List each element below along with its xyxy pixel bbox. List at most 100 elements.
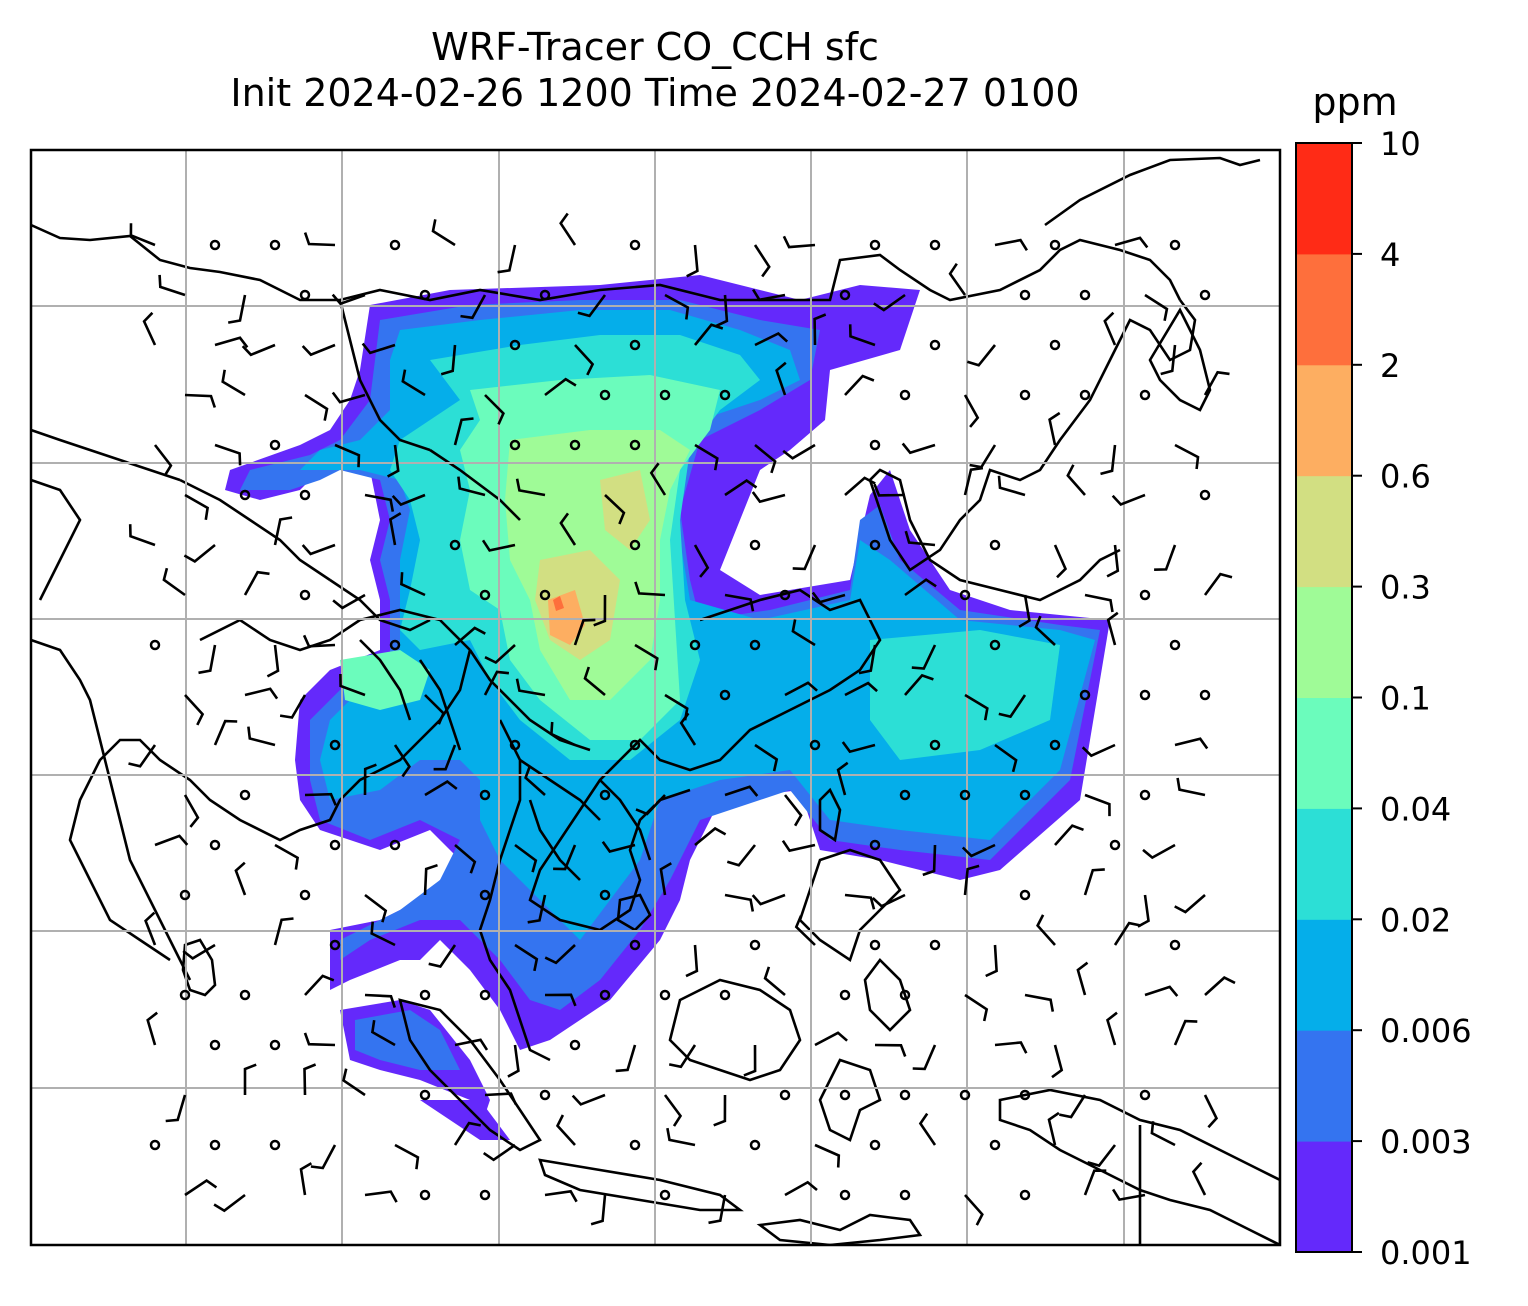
calm-wind-circle xyxy=(1109,839,1121,851)
wind-barb xyxy=(1203,370,1230,396)
colorbar-swatch xyxy=(1296,253,1352,366)
coastline-sulawesi xyxy=(818,1058,882,1142)
wind-barb xyxy=(754,443,777,474)
calm-wind-circle xyxy=(1079,689,1091,701)
wind-barb xyxy=(792,544,817,571)
calm-wind-circle xyxy=(629,439,641,451)
wind-barb xyxy=(814,1143,841,1168)
wind-barb xyxy=(154,834,189,847)
wind-barb xyxy=(184,1179,218,1197)
calm-wind-circle xyxy=(509,739,521,751)
wind-barb xyxy=(370,921,396,947)
calm-wind-circle xyxy=(239,989,251,1001)
wind-barb xyxy=(303,232,336,247)
wind-barb xyxy=(693,323,724,346)
wind-barb xyxy=(1083,1169,1107,1196)
calm-wind-circle xyxy=(329,839,341,851)
coastline-east-asia xyxy=(1044,156,1261,227)
calm-wind-circle xyxy=(599,989,611,1001)
wind-barb xyxy=(904,578,937,597)
wind-barb xyxy=(364,493,395,512)
wind-barb xyxy=(813,313,827,346)
calm-wind-circle xyxy=(659,1189,671,1201)
coastline-taiwan xyxy=(818,787,842,843)
calm-wind-circle xyxy=(1199,689,1211,701)
calm-wind-circle xyxy=(599,389,611,401)
wind-barb xyxy=(1191,1161,1207,1196)
coastline-india-west xyxy=(31,638,192,981)
calm-wind-circle xyxy=(629,1139,641,1151)
wind-barb xyxy=(364,993,397,1009)
colorbar-tick-label: 0.1 xyxy=(1380,680,1431,718)
wind-barb xyxy=(454,844,477,874)
wind-barb xyxy=(214,443,242,466)
wind-barb xyxy=(668,1044,697,1069)
calm-wind-circle xyxy=(869,539,881,551)
wind-barb xyxy=(922,844,937,877)
calm-wind-circle xyxy=(779,589,791,601)
wind-barb xyxy=(601,840,636,853)
calm-wind-circle xyxy=(599,889,611,901)
calm-wind-circle xyxy=(839,1089,851,1101)
calm-wind-circle xyxy=(329,739,341,751)
calm-wind-circle xyxy=(869,839,881,851)
wind-barb xyxy=(784,1180,818,1197)
wind-barb xyxy=(184,393,217,408)
wind-barb xyxy=(424,780,458,797)
wind-barb xyxy=(331,391,366,404)
wind-barb xyxy=(743,1044,757,1077)
wind-barb xyxy=(1150,1121,1176,1147)
colorbar-tick-label: 0.003 xyxy=(1380,1123,1472,1161)
colorbar-swatch xyxy=(1296,475,1352,588)
wind-barb xyxy=(1173,1019,1198,1046)
wind-barb xyxy=(553,844,577,871)
calm-wind-circle xyxy=(1049,239,1061,251)
calm-wind-circle xyxy=(149,1139,161,1151)
wind-barb xyxy=(635,794,666,816)
wind-barb xyxy=(1084,593,1114,613)
wind-barb xyxy=(302,634,336,648)
wind-barb xyxy=(634,581,666,597)
wind-barb xyxy=(129,223,156,247)
calm-wind-circle xyxy=(389,839,401,851)
wind-barb xyxy=(304,792,337,806)
colorbar-tick-label: 0.6 xyxy=(1380,458,1431,496)
wind-barb xyxy=(874,1043,907,1057)
calm-wind-circle xyxy=(1079,289,1091,301)
wind-barb xyxy=(391,493,426,507)
coastline-india-north xyxy=(199,608,471,652)
colorbar-unit: ppm xyxy=(1312,80,1398,124)
calm-wind-circle xyxy=(989,1139,1001,1151)
wind-barb xyxy=(844,476,876,496)
calm-wind-circle xyxy=(1079,389,1091,401)
calm-wind-circle xyxy=(929,739,941,751)
wind-barb xyxy=(214,336,249,349)
calm-wind-circle xyxy=(899,789,911,801)
wind-barb xyxy=(304,393,329,421)
wind-barb xyxy=(273,917,294,946)
wind-barb xyxy=(754,331,789,347)
border-4 xyxy=(338,299,431,452)
wind-barb xyxy=(573,618,596,646)
wind-barb xyxy=(334,443,361,468)
coastline-sumatra xyxy=(398,998,542,1152)
title-line-2: Init 2024-02-26 1200 Time 2024-02-27 010… xyxy=(230,71,1080,115)
wind-barb xyxy=(182,943,216,960)
calm-wind-circle xyxy=(899,1189,911,1201)
wind-barb xyxy=(994,743,1018,773)
wind-barb xyxy=(310,1144,337,1170)
calm-wind-circle xyxy=(479,889,491,901)
wind-barb xyxy=(590,1194,607,1226)
calm-wind-circle xyxy=(299,889,311,901)
field-band-1b xyxy=(355,1010,460,1070)
wind-barb xyxy=(524,766,546,796)
wind-barb xyxy=(997,475,1026,497)
wind-barb xyxy=(1106,544,1120,578)
calm-wind-circle xyxy=(989,539,1001,551)
colorbar-tick-label: 4 xyxy=(1380,236,1400,274)
border-8 xyxy=(519,758,601,821)
title-line-1: WRF-Tracer CO_CCH sfc xyxy=(431,25,879,69)
border-11 xyxy=(359,639,412,721)
wind-barb xyxy=(1174,894,1206,914)
colorbar-swatch xyxy=(1296,586,1352,698)
